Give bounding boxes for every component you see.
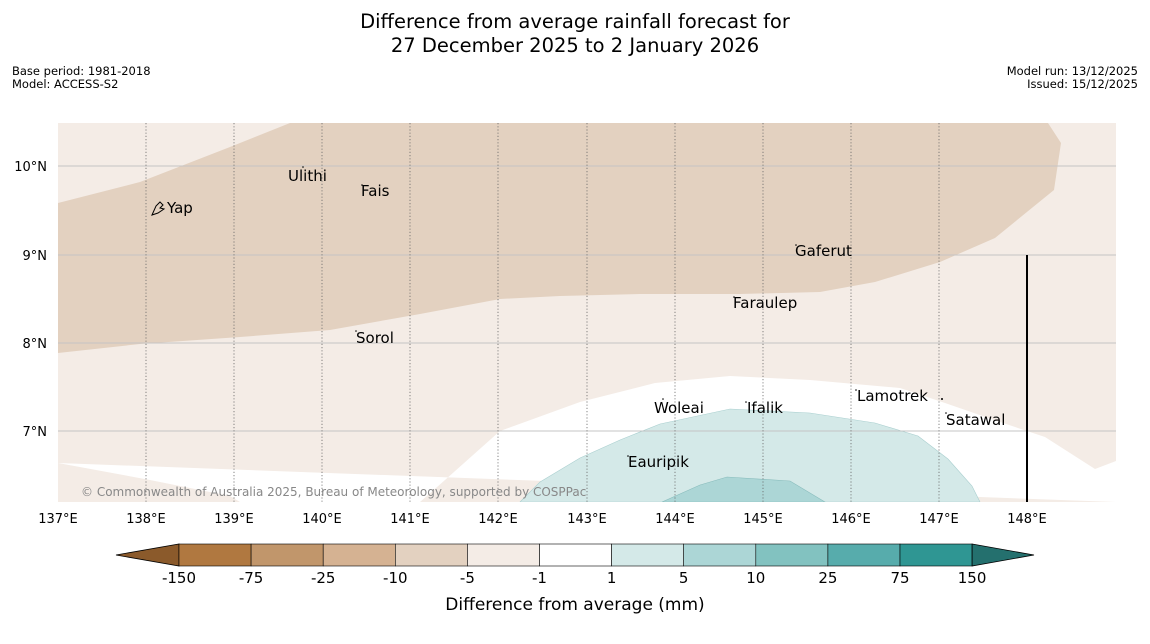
lon-label-139e: 139°E [214,512,254,527]
colorbar [115,543,1035,567]
place-fais: Fais [361,182,390,200]
copyright-text: © Commonwealth of Australia 2025, Bureau… [81,485,586,499]
lon-label-144e: 144°E [655,512,695,527]
lon-label-142e: 142°E [478,512,518,527]
place-sorol: Sorol [356,329,394,347]
colorbar-extend-min [115,543,180,567]
colorbar-segment [394,543,468,567]
place-woleai: Woleai [654,399,704,417]
lon-gridlines [145,123,940,502]
chart-title: Difference from average rainfall forecas… [0,10,1150,58]
band-minus5-to-minus10 [58,123,1061,353]
colorbar-extend-max [971,543,1035,567]
colorbar-tick-label: -75 [239,569,264,587]
colorbar-tick-label: -150 [162,569,196,587]
meta-left: Base period: 1981-2018 Model: ACCESS-S2 [12,65,151,91]
lon-label-147e: 147°E [919,512,959,527]
lon-label-145e: 145°E [743,512,783,527]
place-satawal: Satawal [946,411,1005,429]
lon-label-140e: 140°E [302,512,342,527]
colorbar-segment [611,543,684,567]
model-run: Model run: 13/12/2025 [1006,64,1138,78]
issued-date: Issued: 15/12/2025 [1027,77,1138,91]
lon-label-148e: 148°E [1007,512,1047,527]
colorbar-segment [322,543,396,567]
colorbar-segment [539,543,612,567]
place-gaferut: Gaferut [795,242,852,260]
colorbar-tick-label: 1 [607,569,617,587]
lon-label-137e: 137°E [38,512,78,527]
lat-label-10n: 10°N [14,160,47,175]
base-period: Base period: 1981-2018 [12,64,151,78]
lon-tick-labels: 137°E 138°E 139°E 140°E 141°E 142°E 143°… [38,512,1047,527]
lat-label-7n: 7°N [23,425,48,440]
island-dots [302,166,947,457]
place-eauripik: Eauripik [628,453,689,471]
map-area: © Commonwealth of Australia 2025, Bureau… [58,123,1116,502]
colorbar-tick-label: -5 [460,569,475,587]
title-line-2: 27 December 2025 to 2 January 2026 [390,34,760,57]
colorbar-tick-label: 75 [890,569,909,587]
place-labels: Yap Ulithi Fais Gaferut Faraulep Sorol L… [166,167,1005,471]
colorbar-tick-label: 150 [958,569,987,587]
colorbar-tick-label: 5 [679,569,689,587]
colorbar-segment [467,543,540,567]
colorbar-segment [178,543,252,567]
place-lamotrek: Lamotrek [857,387,928,405]
title-line-1: Difference from average rainfall forecas… [360,10,790,33]
colorbar-tick-label: -25 [311,569,336,587]
lon-label-141e: 141°E [390,512,430,527]
colorbar-label: Difference from average (mm) [445,595,704,615]
colorbar-ticks: -150 -75 -25 -10 -5 -1 1 5 10 25 75 150 [162,569,986,587]
place-ifalik: Ifalik [747,399,783,417]
colorbar-tick-label: -1 [532,569,547,587]
place-yap: Yap [166,199,193,217]
lon-label-143e: 143°E [567,512,607,527]
colorbar-segment [827,543,901,567]
colorbar-segment [755,543,829,567]
lon-label-138e: 138°E [126,512,166,527]
colorbar-tick-label: 25 [818,569,837,587]
band-5-to-10 [661,476,826,502]
colorbar-tick-label: -10 [383,569,408,587]
place-ulithi: Ulithi [288,167,327,185]
place-faraulep: Faraulep [733,294,797,312]
colorbar-segment [250,543,324,567]
lat-label-9n: 9°N [23,249,48,264]
colorbar-tick-label: 10 [746,569,765,587]
lon-label-146e: 146°E [831,512,871,527]
yap-island-outline [151,201,166,216]
lat-tick-labels: 10°N 9°N 8°N 7°N [14,160,47,440]
band-1-to-5 [519,408,981,502]
colorbar-segment [899,543,973,567]
lat-label-8n: 8°N [23,337,48,352]
model-name: Model: ACCESS-S2 [12,77,119,91]
colorbar-segment [683,543,757,567]
meta-right: Model run: 13/12/2025 Issued: 15/12/2025 [1007,65,1138,91]
